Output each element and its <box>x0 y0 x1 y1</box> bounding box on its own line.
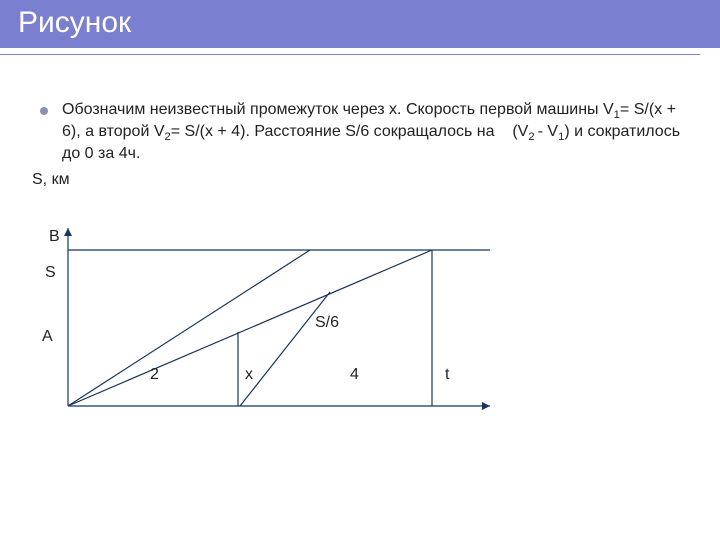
body-paragraph: Обозначим неизвестный промежуток через х… <box>62 100 690 164</box>
y-axis-label: S, км <box>32 170 690 190</box>
chart-label: S <box>45 264 56 282</box>
bullet-item: Обозначим неизвестный промежуток через х… <box>30 100 690 164</box>
chart: BSAS/62x4t <box>50 220 530 430</box>
bullet-icon <box>40 107 48 115</box>
chart-label: 2 <box>150 366 159 384</box>
chart-label: t <box>445 366 449 384</box>
title-bar: Рисунок <box>0 0 720 58</box>
title-underline <box>0 54 700 55</box>
chart-label: A <box>42 328 53 346</box>
content-area: Обозначим неизвестный промежуток через х… <box>30 100 690 190</box>
slide-title: Рисунок <box>18 6 131 40</box>
chart-label: S/6 <box>315 314 339 332</box>
chart-label: B <box>49 228 60 246</box>
chart-label: 4 <box>350 366 359 384</box>
chart-label: x <box>245 366 253 384</box>
chart-svg <box>50 220 530 430</box>
